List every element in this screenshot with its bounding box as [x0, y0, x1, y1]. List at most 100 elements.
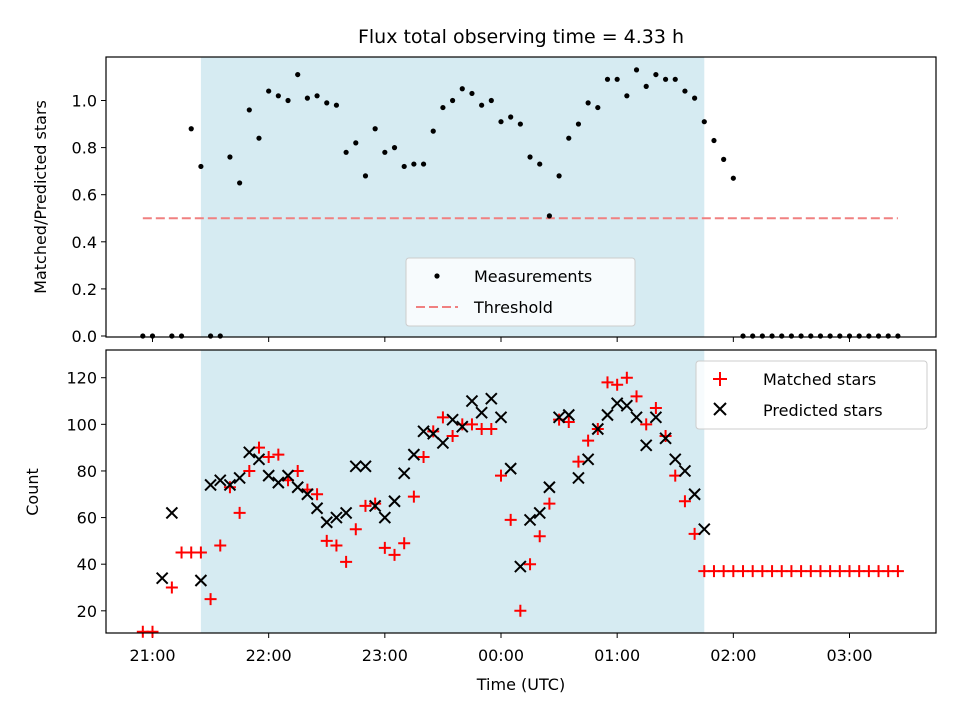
measurement-point	[498, 119, 504, 125]
bottom-y-ticks: 20 40 60 80 100 120	[66, 369, 106, 621]
matched-star-marker	[436, 411, 449, 424]
predicted-star-marker	[349, 460, 362, 473]
predicted-star-marker	[649, 411, 663, 424]
matched-star-marker	[678, 495, 691, 508]
measurement-point	[653, 71, 659, 78]
predicted-star-markers	[155, 392, 711, 587]
matched-star-marker	[611, 378, 624, 391]
matched-star-marker	[495, 469, 508, 482]
measurement-point	[711, 137, 717, 144]
bottom-legend: Matched stars Predicted stars	[695, 360, 928, 430]
predicted-star-marker	[562, 408, 575, 422]
top-y-tick-label: 0.6	[72, 186, 97, 205]
bottom-y-tick-label: 120	[66, 369, 97, 388]
predicted-star-marker	[243, 446, 256, 459]
x-axis-label: Time (UTC)	[476, 675, 565, 694]
bottom-y-axis-label: Count	[23, 468, 42, 516]
matched-star-marker	[630, 390, 643, 403]
measurement-point	[237, 180, 243, 186]
measurement-point	[217, 333, 223, 339]
predicted-star-marker	[485, 392, 498, 405]
predicted-star-marker	[514, 560, 527, 573]
matched-star-marker	[891, 565, 904, 578]
measurement-point	[275, 93, 281, 99]
predicted-star-marker	[320, 516, 333, 529]
matched-star-marker	[233, 506, 246, 519]
legend-predicted-marker	[713, 402, 727, 416]
matched-star-marker	[543, 497, 556, 510]
matched-star-marker	[349, 523, 362, 536]
measurement-point	[643, 83, 649, 89]
predicted-star-marker	[223, 478, 237, 492]
measurement-point	[556, 173, 562, 179]
measurement-point	[798, 333, 804, 339]
predicted-star-marker	[465, 394, 479, 408]
predicted-star-marker	[523, 513, 537, 527]
measurement-point	[721, 156, 727, 162]
predicted-star-marker	[688, 488, 701, 501]
predicted-star-marker	[591, 422, 605, 436]
predicted-star-marker	[359, 460, 372, 473]
bottom-x-tick-label: 21:00	[129, 646, 175, 665]
bottom-y-tick-label: 60	[77, 509, 97, 528]
matched-star-marker	[194, 546, 207, 559]
measurement-point	[246, 107, 252, 113]
matched-star-marker	[465, 418, 478, 431]
measurement-point	[575, 121, 582, 127]
measurement-point	[459, 86, 465, 92]
matched-star-marker	[640, 418, 653, 431]
measurement-point	[479, 102, 485, 108]
matched-star-marker	[485, 422, 498, 435]
measurement-point	[149, 333, 156, 339]
predicted-star-marker	[659, 432, 672, 445]
predicted-star-marker	[456, 420, 469, 433]
predicted-star-marker	[504, 462, 517, 475]
measurement-point	[585, 100, 591, 106]
measurement-point	[885, 333, 891, 339]
measurement-point	[566, 135, 572, 141]
predicted-star-marker	[281, 469, 295, 482]
matched-star-marker	[524, 558, 537, 571]
predicted-star-marker	[620, 399, 634, 412]
predicted-star-marker	[601, 408, 614, 422]
bottom-x-tick-label: 01:00	[594, 646, 640, 665]
matched-star-marker	[204, 593, 217, 606]
measurement-point	[314, 93, 320, 99]
measurement-point	[827, 333, 833, 339]
predicted-star-marker	[630, 411, 643, 424]
legend-matched-label: Matched stars	[763, 370, 876, 389]
matched-star-marker	[398, 537, 411, 550]
top-x-ticks	[152, 337, 851, 342]
matched-star-marker	[378, 541, 391, 554]
predicted-star-marker	[339, 506, 353, 520]
bottom-axes-frame	[105, 349, 937, 634]
top-axes-frame	[105, 56, 937, 338]
top-y-tick-label: 0.4	[72, 233, 97, 252]
bottom-y-tick-label: 40	[77, 555, 97, 574]
predicted-star-marker	[417, 425, 430, 438]
predicted-star-marker	[378, 511, 392, 524]
top-legend-box	[405, 257, 636, 327]
predicted-star-marker	[572, 471, 585, 485]
matched-star-marker	[388, 548, 401, 561]
matched-star-marker	[504, 513, 517, 526]
top-y-tick-label: 0.2	[72, 280, 97, 299]
measurement-point	[449, 97, 456, 104]
matched-star-marker	[417, 450, 430, 463]
measurement-point	[517, 121, 523, 127]
measurement-point	[391, 145, 398, 151]
measurement-point	[537, 161, 543, 167]
matched-star-marker	[272, 448, 285, 461]
bottom-y-tick-label: 80	[77, 462, 97, 481]
measurement-point	[372, 126, 378, 132]
matched-star-marker	[262, 450, 275, 463]
matched-star-marker	[620, 371, 633, 384]
top-legend: Measurements Threshold	[405, 257, 636, 327]
predicted-star-marker	[552, 411, 566, 424]
matched-star-marker	[165, 581, 178, 594]
measurement-point	[227, 154, 233, 160]
measurement-point	[837, 333, 843, 339]
predicted-star-marker	[640, 439, 653, 452]
predicted-star-marker	[388, 495, 401, 508]
